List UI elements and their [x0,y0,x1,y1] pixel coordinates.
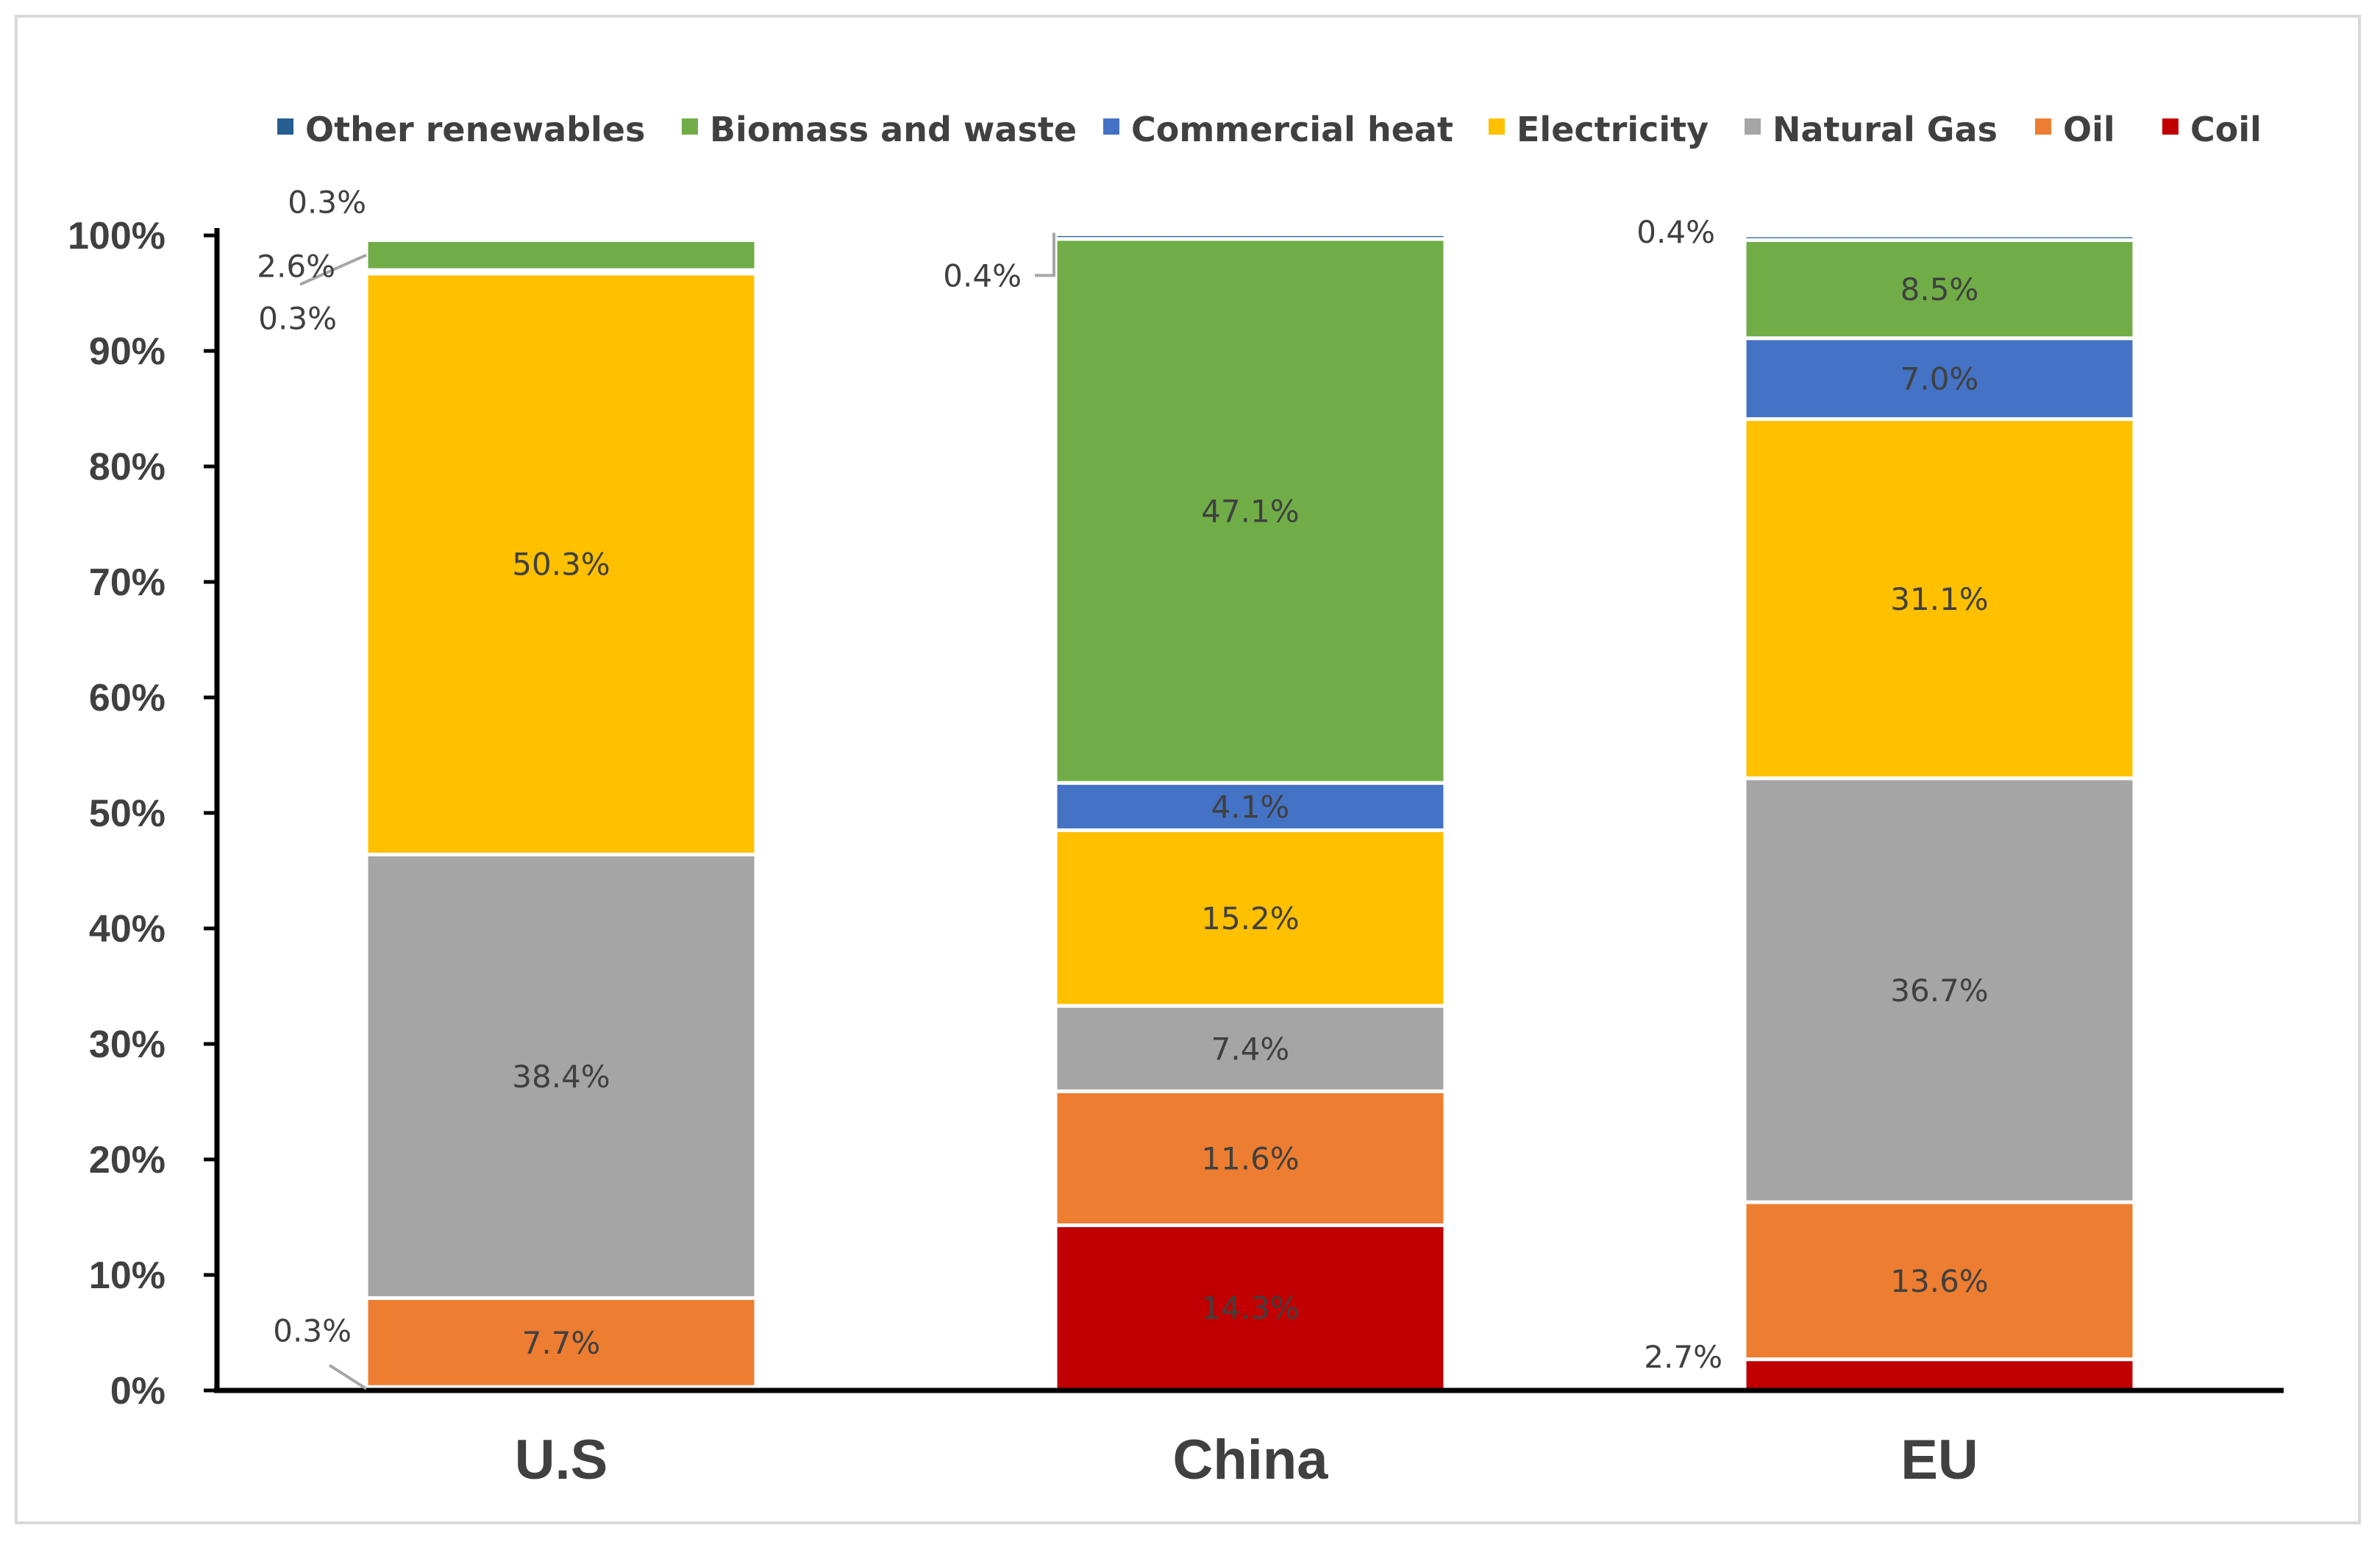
data-label-china-other-renewables: 0.4% [943,257,1022,294]
x-tick-label-u-s: U.S [515,1429,608,1491]
data-label-u-s-natural-gas: 38.4% [512,1059,610,1095]
data-label-u-s-oil: 7.7% [522,1325,601,1361]
data-label-china-biomass-and-waste: 47.1% [1201,493,1299,529]
bar-eu-other-renewables [1742,233,2137,242]
data-label-eu-commercial-heat: 7.0% [1900,361,1979,397]
leader-line-u-s-biomass-and-waste [299,253,367,286]
y-tick-label: 80% [89,446,165,488]
data-label-eu-oil: 13.6% [1890,1263,1988,1299]
data-label-china-commercial-heat: 4.1% [1211,789,1290,825]
y-tick-label: 100% [68,215,165,257]
legend-swatch-electricity [1489,118,1505,135]
legend-label-other-renewables: Other renewables [305,110,645,149]
legend-swatch-other-renewables [277,118,293,135]
y-tick-label: 30% [89,1023,165,1066]
legend-swatch-commercial-heat [1103,118,1119,135]
legend-swatch-coil [2162,118,2178,135]
data-label-china-natural-gas: 7.4% [1211,1031,1290,1067]
bar-u-s-natural-gas [364,853,758,1300]
leader-line-u-s-coil [328,1363,368,1390]
leader-line-china-other-renewables [1035,232,1055,277]
data-label-eu-other-renewables: 0.4% [1636,214,1715,250]
bar-u-s-other-renewables [364,235,758,242]
y-tick-label: 60% [89,677,165,720]
legend-swatch-natural-gas [1745,118,1761,135]
legend-swatch-oil [2035,118,2051,135]
bar-eu-electricity [1742,417,2137,781]
bar-china-other-renewables [1053,232,1447,241]
data-label-eu-biomass-and-waste: 8.5% [1900,271,1979,308]
y-tick-label: 10% [89,1254,165,1297]
data-label-eu-natural-gas: 36.7% [1890,973,1988,1009]
data-label-eu-electricity: 31.1% [1890,581,1988,617]
bar-china-electricity [1053,828,1447,1008]
legend-label-natural-gas: Natural Gas [1772,110,1998,149]
legend-label-commercial-heat: Commercial heat [1131,110,1453,149]
x-tick-label-china: China [1172,1429,1328,1491]
bar-u-s-biomass-and-waste [364,238,758,272]
data-label-u-s-electricity: 50.3% [512,547,610,583]
data-label-eu-coil: 2.7% [1644,1339,1722,1375]
legend-label-biomass-and-waste: Biomass and waste [710,110,1077,149]
bar-u-s-electricity [364,271,758,857]
y-tick-label: 50% [89,792,165,835]
data-label-u-s-biomass-and-waste: 2.6% [257,249,335,285]
data-label-u-s-commercial-heat: 0.3% [258,300,337,336]
bar-china-biomass-and-waste [1053,237,1447,785]
bar-eu-coil [1742,1357,2137,1393]
bar-eu-biomass-and-waste [1742,238,2137,341]
x-tick-label-eu: EU [1900,1429,1978,1491]
legend-label-coil: Coil [2190,110,2262,149]
bar-china-natural-gas [1053,1003,1447,1093]
bar-u-s-oil [364,1296,758,1389]
legend-label-oil: Oil [2063,110,2115,149]
legend-label-electricity: Electricity [1517,110,1709,149]
bar-china-commercial-heat [1053,781,1447,833]
data-label-u-s-other-renewables: 0.3% [288,185,366,221]
bar-eu-commercial-heat [1742,336,2137,422]
y-tick-label: 70% [89,561,165,604]
data-label-u-s-coil: 0.3% [273,1313,352,1349]
bar-eu-natural-gas [1742,776,2137,1204]
y-tick-label: 40% [89,908,165,951]
y-tick-label: 90% [89,330,165,373]
data-label-china-electricity: 15.2% [1201,900,1299,937]
data-label-china-coil: 14.3% [1201,1290,1299,1326]
data-label-china-oil: 11.6% [1201,1140,1299,1176]
y-tick-label: 0% [110,1370,165,1413]
y-tick-label: 20% [89,1139,165,1182]
legend-swatch-biomass-and-waste [682,118,698,135]
